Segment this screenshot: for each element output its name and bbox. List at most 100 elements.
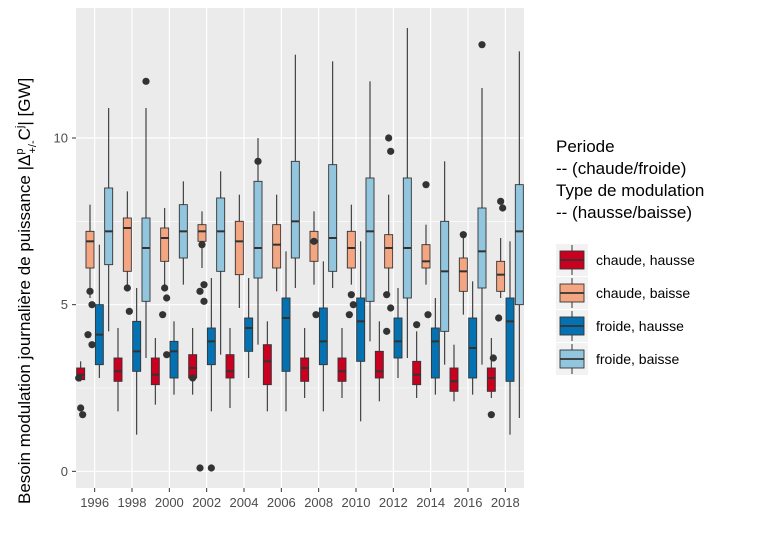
series-froide-hausse [94,241,515,472]
box [346,230,356,269]
box [505,297,515,382]
box [197,224,207,242]
outlier-point [88,301,96,309]
boxplot [514,51,524,418]
outlier-point [161,284,169,292]
outlier-point [413,321,421,329]
legend-label: froide, hausse [596,318,684,334]
y-tick-label: 10 [54,131,68,146]
box [290,160,300,259]
outlier-point [478,41,486,49]
box [206,327,216,366]
x-tick-label: 2016 [454,495,483,510]
outlier-point [123,284,131,292]
x-tick-label: 2014 [416,495,445,510]
x-tick-label: 2000 [155,495,184,510]
legend-label: chaude, hausse [596,252,695,268]
box [113,357,123,382]
outlier-point [207,464,215,472]
outlier-point [422,181,430,189]
outlier-point [489,354,497,362]
outlier-point [88,341,96,349]
outlier-point [495,314,503,322]
boxplot [374,321,384,402]
box [272,224,282,269]
y-axis-title-suffix: | [GW] [15,78,34,126]
boxplot [178,181,188,285]
boxplot [188,328,198,395]
x-tick-label: 2010 [342,495,371,510]
box [225,354,235,379]
outlier-point [79,411,87,419]
boxplot [113,328,123,412]
y-axis-title-sub: +/- [27,140,39,153]
boxplot [225,328,235,408]
boxplot [159,208,171,359]
series-froide-baisse [104,28,524,418]
boxplot [141,77,151,358]
x-tick-label: 2012 [379,495,408,510]
outlier-point [387,147,395,155]
y-axis-title-sup2: j [14,126,26,129]
legend: Periode -- (chaude/froide) Type de modul… [556,137,704,375]
boxplot [421,181,432,319]
outlier-point [200,281,208,289]
outlier-point [349,301,357,309]
boxplot [365,81,375,342]
series-chaude-hausse [75,321,497,419]
box [365,177,375,302]
outlier-point [189,374,197,382]
y-axis-title-mid: C [15,128,34,140]
box [412,360,422,386]
boxplot [272,194,282,292]
box [384,234,394,269]
x-tick-label: 2006 [267,495,296,510]
box [309,230,319,262]
outlier-point [163,351,171,359]
y-tick-label: 0 [61,464,68,479]
boxplot [290,54,300,288]
outlier-point [125,307,133,315]
boxplot [104,108,114,332]
outlier-point [200,297,208,305]
outlier-point [497,197,505,205]
box [337,357,347,382]
outlier-point [345,311,353,319]
box [122,217,132,272]
outlier-point [254,157,262,165]
box [216,197,226,272]
box [514,184,524,306]
box [374,350,384,379]
box [318,307,328,366]
box [85,230,95,269]
box [393,317,403,359]
box [486,367,496,392]
boxplot [300,328,310,398]
boxplot [122,191,133,315]
box [421,244,431,269]
legend-title: -- (hausse/baisse) [556,203,692,222]
boxplots [75,28,524,472]
legend-title: -- (chaude/froide) [556,159,686,178]
x-tick-label: 2008 [304,495,333,510]
box [104,187,114,266]
boxplot [430,298,440,395]
legend-entry: froide, baisse [556,343,679,375]
y-axis: 0 5 10 [54,131,76,479]
boxplot [345,204,357,319]
boxplot [440,161,450,365]
major-gridlines [76,8,524,488]
minor-gridlines [76,221,524,389]
boxplot [393,288,403,378]
box [244,317,254,352]
boxplot [337,328,347,398]
outlier-point [499,204,507,212]
outlier-point [196,464,204,472]
outlier-point [347,291,355,299]
boxplot [449,344,459,402]
box [496,260,506,292]
boxplot [196,211,208,472]
boxplot [262,321,272,412]
legend-label: chaude, baisse [596,285,690,301]
outlier-point [84,331,92,339]
